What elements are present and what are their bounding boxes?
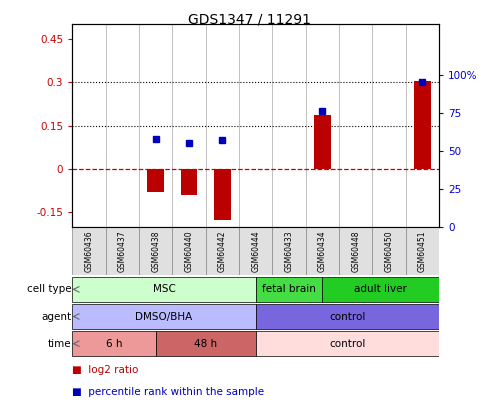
Text: ■  log2 ratio: ■ log2 ratio	[72, 365, 139, 375]
Bar	[106, 227, 139, 275]
Bar	[239, 227, 272, 275]
Bar	[181, 169, 198, 195]
Bar	[255, 331, 439, 356]
Text: GSM60438: GSM60438	[151, 230, 160, 272]
Bar	[339, 227, 372, 275]
Text: GSM60440: GSM60440	[185, 230, 194, 272]
Text: GSM60448: GSM60448	[351, 230, 360, 272]
Bar	[406, 227, 439, 275]
Text: GSM60451: GSM60451	[418, 230, 427, 272]
Text: time: time	[48, 339, 72, 349]
Text: GSM60450: GSM60450	[385, 230, 394, 272]
Bar	[72, 304, 255, 329]
Text: GSM60434: GSM60434	[318, 230, 327, 272]
Text: control: control	[329, 339, 366, 349]
Bar	[272, 227, 306, 275]
Text: GSM60436: GSM60436	[84, 230, 93, 272]
Text: 48 h: 48 h	[194, 339, 217, 349]
Bar	[214, 169, 231, 220]
Bar	[314, 115, 331, 169]
Bar	[255, 304, 439, 329]
Bar	[72, 227, 106, 275]
Bar	[139, 227, 172, 275]
Bar	[414, 81, 431, 169]
Text: GSM60437: GSM60437	[118, 230, 127, 272]
Text: MSC: MSC	[153, 284, 176, 294]
Bar	[72, 331, 156, 356]
Bar	[72, 277, 255, 302]
Text: GDS1347 / 11291: GDS1347 / 11291	[188, 12, 311, 26]
Text: control: control	[329, 311, 366, 322]
Text: GSM60444: GSM60444	[251, 230, 260, 272]
Bar	[206, 227, 239, 275]
Bar	[322, 277, 439, 302]
Bar	[147, 169, 164, 192]
Text: GSM60442: GSM60442	[218, 230, 227, 272]
Bar	[372, 227, 406, 275]
Text: ■  percentile rank within the sample: ■ percentile rank within the sample	[72, 387, 264, 397]
Text: fetal brain: fetal brain	[262, 284, 316, 294]
Bar	[306, 227, 339, 275]
Bar	[156, 331, 255, 356]
Text: DMSO/BHA: DMSO/BHA	[135, 311, 193, 322]
Bar	[172, 227, 206, 275]
Text: agent: agent	[41, 311, 72, 322]
Bar	[255, 277, 322, 302]
Text: GSM60433: GSM60433	[284, 230, 293, 272]
Text: cell type: cell type	[27, 284, 72, 294]
Text: adult liver: adult liver	[354, 284, 407, 294]
Text: 6 h: 6 h	[106, 339, 122, 349]
